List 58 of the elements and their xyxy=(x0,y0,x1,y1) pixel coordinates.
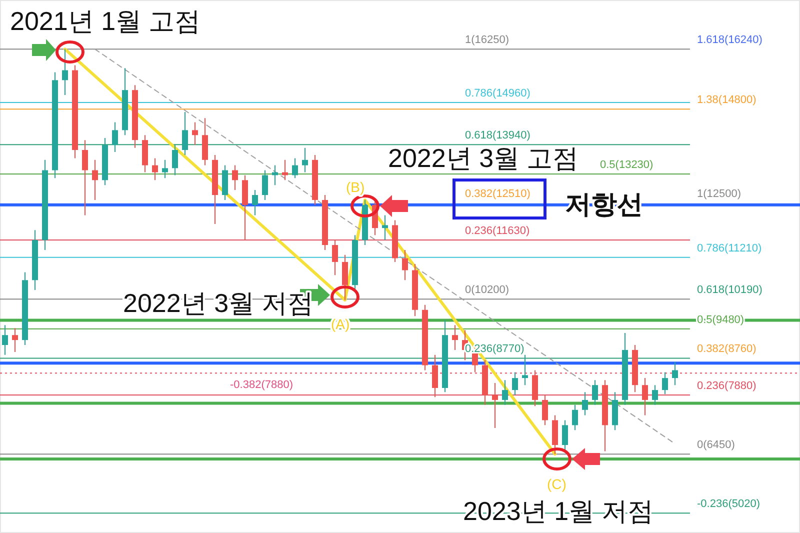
ref-line-label: 0.618(13940) xyxy=(465,130,530,142)
candlestick xyxy=(112,122,118,153)
candlestick xyxy=(332,240,338,276)
candlestick xyxy=(192,122,198,146)
text: 0.382(8760) xyxy=(697,343,756,355)
annotation: (B) xyxy=(346,179,365,195)
candlestick xyxy=(162,159,168,179)
annotation: -0.382(7880) xyxy=(230,379,293,391)
candlestick xyxy=(652,384,658,406)
ref-line-label: 0(10200) xyxy=(465,284,510,296)
candlestick xyxy=(82,140,88,216)
candlestick xyxy=(152,158,158,181)
annotation: 2022년 3월 저점 xyxy=(123,288,314,318)
ref-line-label: 1.38(14800) xyxy=(697,94,756,106)
candlestick xyxy=(582,392,588,416)
ref-line-label: 0.5(9480) xyxy=(697,314,744,326)
candlestick xyxy=(2,324,8,356)
candlestick xyxy=(452,324,458,350)
ref-line-label: 0.786(11210) xyxy=(697,242,762,254)
candlestick xyxy=(642,378,648,416)
candlestick xyxy=(62,48,68,96)
text: 0.618(10190) xyxy=(697,284,762,296)
candlestick xyxy=(262,170,268,200)
candlestick xyxy=(492,382,498,429)
candlestick xyxy=(662,372,668,395)
candlestick xyxy=(592,380,598,406)
candlestick xyxy=(542,394,548,426)
candlestick xyxy=(302,147,308,173)
candlestick xyxy=(292,158,298,179)
text: 1(12500) xyxy=(697,188,742,200)
text: 1.618(16240) xyxy=(697,34,762,46)
candlestick xyxy=(232,164,238,191)
candlestick xyxy=(402,249,408,281)
candlestick xyxy=(562,420,568,450)
candlestick xyxy=(92,159,98,200)
candlestick xyxy=(182,111,188,156)
candlestick xyxy=(672,361,678,386)
candlestick xyxy=(382,214,388,241)
ref-line-label: 0(6450) xyxy=(697,439,735,452)
annotation: 0.382(12510) xyxy=(465,188,530,200)
annotation: 2021년 1월 고점 xyxy=(10,6,201,36)
candlestick xyxy=(342,254,348,300)
ref-line-label: 0.786(14960) xyxy=(465,87,530,100)
candlestick xyxy=(512,372,518,396)
candlestick xyxy=(252,190,258,216)
candlestick xyxy=(12,328,18,353)
candlestick xyxy=(432,354,438,398)
candlestick xyxy=(172,144,178,176)
candlestick xyxy=(522,354,528,386)
ref-line-label: -0.236(5020) xyxy=(697,498,760,510)
annotation: 2022년 3월 고점 xyxy=(388,143,579,173)
ref-line-label: 0.236(7880) xyxy=(697,380,756,392)
annotation: (C) xyxy=(547,476,566,492)
ref-line-label: 0.5(13230) xyxy=(600,158,654,171)
ref-line-label: 1(16250) xyxy=(465,34,510,46)
candlestick xyxy=(572,404,578,431)
ref-line-label: 0.236(11630) xyxy=(465,225,530,238)
candlestick xyxy=(502,380,508,406)
